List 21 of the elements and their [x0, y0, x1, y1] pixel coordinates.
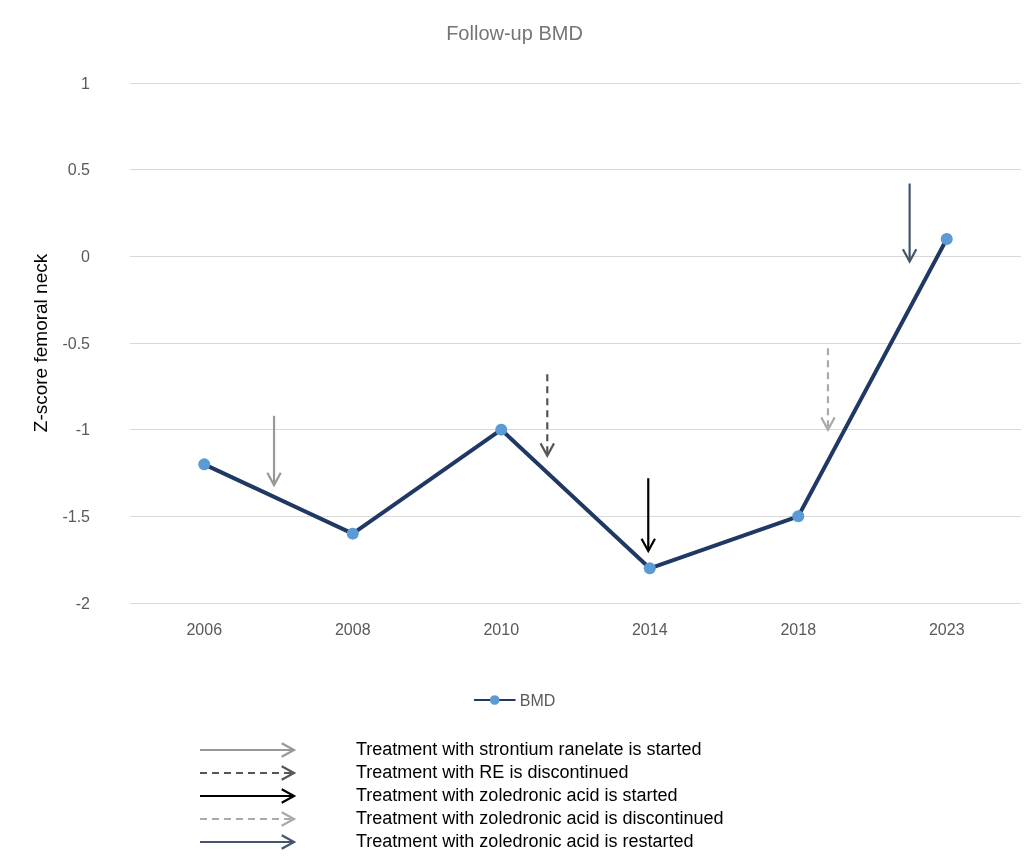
- text: Treatment with zoledronic acid is restarted: [356, 831, 694, 852]
- x-tick-label: 2018: [780, 620, 817, 638]
- x-tick-label: 2014: [631, 620, 668, 638]
- legend-label: BMD: [519, 691, 556, 709]
- y-tick-label: -2: [75, 594, 91, 612]
- y-tick-label: 0: [81, 247, 91, 265]
- chart-title: Follow-up BMD: [446, 22, 583, 44]
- y-tick-label: 0.5: [67, 161, 91, 179]
- y-axis-title: Z-score femoral neck: [30, 253, 51, 433]
- y-tick-label: -1.5: [62, 507, 91, 525]
- text: Treatment with zoledronic acid is started: [356, 785, 678, 806]
- x-tick-label: 2023: [928, 620, 965, 638]
- text: Treatment with strontium ranelate is started: [356, 739, 702, 760]
- y-tick-label: -1: [75, 421, 91, 439]
- y-tick-label: -0.5: [62, 334, 91, 352]
- y-tick-label: 1: [81, 74, 91, 92]
- x-tick-label: 2008: [334, 620, 371, 638]
- x-tick-label: 2006: [186, 620, 223, 638]
- text: Treatment with zoledronic acid is discontinued: [356, 808, 724, 829]
- text: Treatment with RE is discontinued: [356, 762, 629, 783]
- x-tick-label: 2010: [483, 620, 520, 638]
